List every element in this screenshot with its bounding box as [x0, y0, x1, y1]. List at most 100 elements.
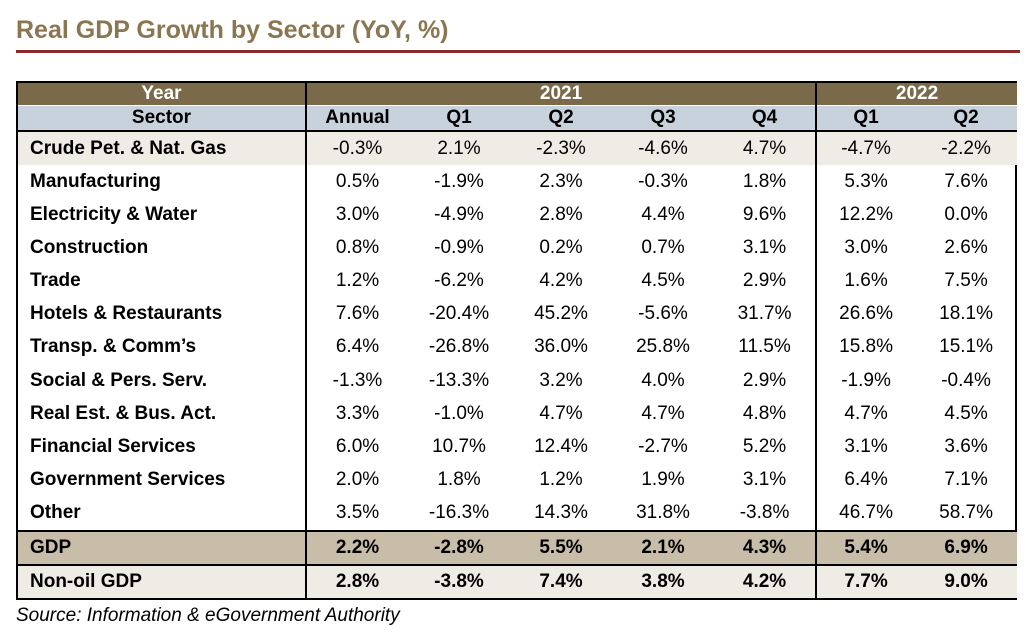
table-row: Hotels & Restaurants 7.6% -20.4% 45.2% -5.6%… [18, 297, 1017, 331]
table-cell: 12.2% [815, 198, 916, 232]
table-cell: 0.5% [305, 165, 408, 199]
column-header-annual: Annual [305, 105, 408, 132]
non-oil-gdp-row: Non-oil GDP 2.8% -3.8% 7.4% 3.8% 4.2% 7.7% 9.0% [18, 563, 1018, 598]
sector-label: Transp. & Comm’s [30, 336, 197, 358]
table-cell: 0.8% [305, 231, 408, 265]
column-header-2021-q4: Q4 [714, 105, 817, 132]
table-cell: 7.7% [815, 563, 916, 598]
sector-label: Trade [30, 270, 81, 292]
table-cell: 3.5% [305, 496, 408, 531]
table-row: Other 3.5% -16.3% 14.3% 31.8% -3.8% 46.7% 58.7% [18, 496, 1017, 531]
table-cell: 2.1% [408, 131, 510, 166]
gdp-total-row: GDP 2.2% -2.8% 5.5% 2.1% 4.3% 5.4% 6.9% [18, 529, 1018, 565]
table-cell: 58.7% [939, 502, 993, 524]
sector-label: Non-oil GDP [18, 563, 306, 598]
table-cell: 4.7% [815, 397, 916, 431]
table-row: Electricity & Water 3.0% -4.9% 2.8% 4.4% 9.6%… [18, 198, 1017, 232]
table-cell: 46.7% [815, 496, 916, 531]
table-cell: 18.1% [939, 303, 993, 325]
column-header-2021-q2: Q2 [510, 105, 612, 132]
table-cell: 0.0% [944, 203, 988, 225]
table-cell: -1.0% [434, 402, 484, 424]
table-cell: 3.1% [742, 468, 787, 490]
table-cell: 4.7% [539, 402, 583, 424]
column-header-2021-q3: Q3 [612, 105, 714, 132]
table-cell: 2.8% [305, 563, 408, 598]
table-cell: 2.2% [305, 529, 408, 565]
table-cell: -2.3% [510, 131, 612, 166]
table-cell: -0.3% [305, 131, 408, 166]
table-cell: 3.1% [742, 236, 787, 258]
table-cell: 2.8% [539, 203, 583, 225]
page-title: Real GDP Growth by Sector (YoY, %) [16, 16, 449, 44]
sector-label: Financial Services [30, 435, 196, 457]
table-cell: 0.2% [539, 236, 583, 258]
table-cell: 1.8% [742, 170, 787, 192]
table-cell: 6.4% [305, 330, 408, 364]
table-cell: 2.6% [944, 236, 988, 258]
sector-label: Real Est. & Bus. Act. [30, 402, 217, 424]
table-cell: 5.2% [742, 435, 787, 457]
title-divider [16, 50, 1020, 53]
year-header-row: Year 2021 2022 [18, 83, 1018, 106]
table-cell: 3.6% [944, 435, 988, 457]
table-cell: -4.9% [434, 203, 484, 225]
table-cell: 11.5% [738, 336, 791, 358]
table-cell: 9.6% [742, 203, 787, 225]
table-cell: -0.3% [638, 170, 688, 192]
table-row: Financial Services 6.0% 10.7% 12.4% -2.7% 5.2… [18, 430, 1017, 464]
data-table: Year 2021 2022 Sector Annual Q1 Q2 Q3 Q4… [18, 83, 1018, 598]
table-cell: 3.0% [305, 198, 408, 232]
table-cell: 4.7% [714, 131, 817, 166]
table-cell: 4.7% [641, 402, 685, 424]
year-header: Year [18, 83, 306, 106]
table-cell: 5.3% [815, 165, 916, 199]
table-cell: 45.2% [534, 303, 588, 325]
table-cell: -4.7% [815, 131, 916, 166]
table-cell: 9.0% [915, 563, 1018, 598]
table-cell: 10.7% [432, 435, 486, 457]
gdp-growth-table: Year 2021 2022 Sector Annual Q1 Q2 Q3 Q4… [16, 81, 1018, 600]
table-cell: -16.3% [428, 502, 490, 524]
table-cell: 3.0% [815, 231, 916, 265]
table-cell: 4.3% [714, 529, 817, 565]
table-cell: -13.3% [428, 369, 490, 391]
table-cell: 6.4% [815, 463, 916, 497]
table-cell: 7.5% [944, 270, 988, 292]
year-2022-header: 2022 [815, 83, 1018, 106]
table-row: Real Est. & Bus. Act. 3.3% -1.0% 4.7% 4.7% 4.… [18, 397, 1017, 431]
table-cell: 12.4% [534, 435, 588, 457]
table-cell: -1.9% [815, 363, 916, 398]
table-row: Manufacturing 0.5% -1.9% 2.3% -0.3% 1.8% 5.3% 7… [18, 165, 1017, 199]
table-cell: -2.8% [408, 529, 510, 565]
table-cell: 4.2% [714, 563, 817, 598]
table-cell: 4.8% [742, 402, 787, 424]
sector-header: Sector [18, 105, 306, 132]
table-cell: 4.5% [641, 270, 685, 292]
table-cell: 2.9% [742, 270, 787, 292]
table-row: Social & Pers. Serv. -1.3% -13.3% 3.2% 4.0% 2… [18, 363, 1017, 398]
table-cell: 31.7% [737, 303, 792, 325]
table-cell: 7.1% [944, 468, 988, 490]
sector-label: Construction [30, 236, 149, 258]
table-cell: 14.3% [534, 502, 588, 524]
table-cell: 1.8% [437, 468, 481, 490]
table-cell: 2.3% [539, 170, 583, 192]
table-cell: -0.9% [434, 236, 484, 258]
table-cell: -20.4% [428, 303, 490, 325]
table-cell: 7.6% [944, 170, 988, 192]
table-row: Transp. & Comm’s 6.4% -26.8% 36.0% 25.8% 11.5… [18, 330, 1017, 364]
table-cell: 6.9% [915, 529, 1018, 565]
table-cell: 4.4% [641, 203, 685, 225]
sector-label: Electricity & Water [30, 203, 198, 225]
table-cell: 5.5% [510, 529, 612, 565]
table-row: Crude Pet. & Nat. Gas -0.3% 2.1% -2.3% -4.6%… [18, 131, 1018, 166]
year-2021-header: 2021 [304, 83, 817, 106]
table-cell: -6.2% [434, 270, 484, 292]
table-cell: -3.8% [408, 563, 510, 598]
sector-label: GDP [18, 529, 306, 565]
table-row: Construction 0.8% -0.9% 0.2% 0.7% 3.1% 3.0% 2.6… [18, 231, 1017, 265]
table-cell: 3.2% [539, 369, 583, 391]
sector-label: Hotels & Restaurants [30, 303, 223, 325]
table-row: Government Services 2.0% 1.8% 1.2% 1.9% 3.1% 6… [18, 463, 1017, 497]
